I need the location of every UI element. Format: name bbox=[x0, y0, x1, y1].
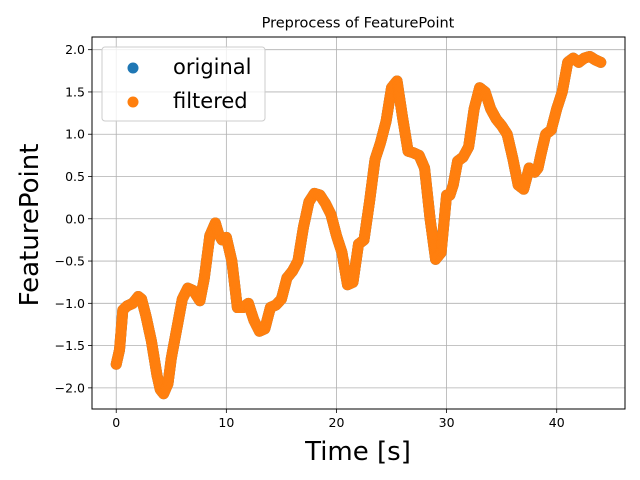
y-tick-label: 0.5 bbox=[65, 169, 85, 184]
plot-area-frame bbox=[91, 36, 626, 410]
y-tick-label: 2.0 bbox=[65, 42, 85, 57]
x-tick-label: 20 bbox=[329, 415, 345, 430]
data-layer bbox=[110, 50, 607, 400]
grid-layer bbox=[92, 37, 625, 409]
legend-label-original: original bbox=[173, 55, 252, 79]
legend: original filtered bbox=[101, 46, 266, 122]
x-axis-label: Time [s] bbox=[304, 437, 411, 467]
y-tick-label: −2.0 bbox=[55, 380, 85, 395]
chart-title: Preprocess of FeaturePoint bbox=[262, 16, 455, 32]
y-tick-label: 0.0 bbox=[65, 211, 85, 226]
y-tick-label: 1.5 bbox=[65, 84, 85, 99]
y-tick-label: −1.0 bbox=[55, 296, 85, 311]
y-tick-label: −1.5 bbox=[55, 338, 85, 353]
series-filtered bbox=[110, 50, 607, 400]
data-point-filtered bbox=[595, 56, 607, 68]
y-tick-label: −0.5 bbox=[55, 254, 85, 269]
x-tick-label: 40 bbox=[549, 415, 565, 430]
x-tick-label: 10 bbox=[218, 415, 234, 430]
legend-label-filtered: filtered bbox=[173, 89, 248, 113]
legend-frame bbox=[101, 46, 266, 122]
tick-layer: 0 10 20 30 40 −2.0 −1.5 −1.0 −0.5 0.0 0.5 1.0 1.5 2.0 bbox=[55, 42, 565, 430]
x-tick-label: 0 bbox=[112, 415, 120, 430]
y-axis-label: FeaturePoint bbox=[15, 144, 45, 307]
y-tick-label: 1.0 bbox=[65, 127, 85, 142]
x-tick-label: 30 bbox=[439, 415, 455, 430]
legend-marker-filtered bbox=[127, 96, 139, 108]
legend-marker-original bbox=[127, 62, 139, 74]
